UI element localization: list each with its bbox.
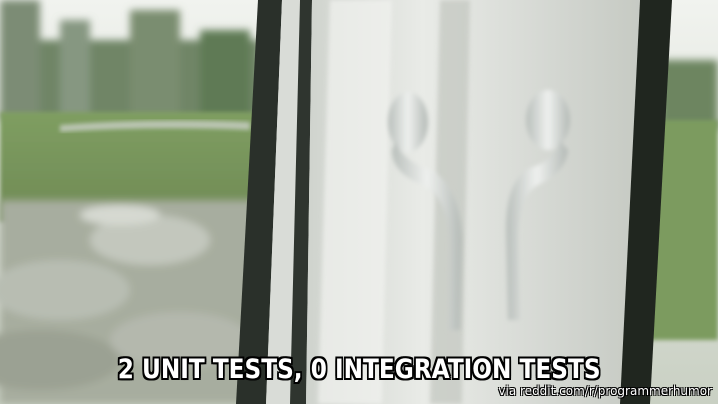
source-credit: via reddit.com/r/programmerhumor (498, 384, 712, 398)
meme-caption: 2 UNIT TESTS, 0 INTEGRATION TESTS (117, 354, 601, 385)
window-handle-right (506, 90, 570, 320)
frame-dark-left (236, 0, 282, 404)
window-handle-left (388, 92, 462, 330)
tree-line (0, 0, 718, 130)
frame-dark-right (620, 0, 672, 404)
stone-ground (0, 200, 260, 404)
frame-white-left (266, 0, 300, 404)
path-stripe (60, 120, 250, 132)
sash-highlight (318, 0, 392, 404)
frame-gap (290, 0, 312, 404)
